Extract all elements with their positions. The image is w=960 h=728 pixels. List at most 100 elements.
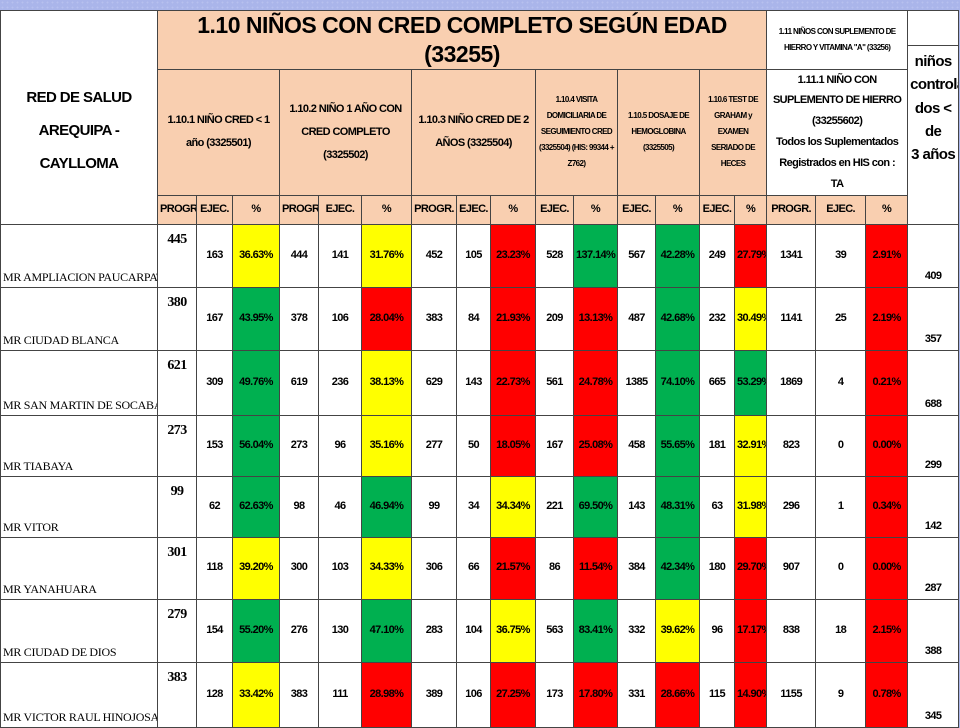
last-header-line: dos < de <box>914 99 952 140</box>
percent-cell: 24.78% <box>573 349 618 416</box>
percent-cell: 0.34% <box>865 475 909 538</box>
column-header: PROGR. <box>157 194 197 225</box>
value-cell: 380 <box>157 286 197 351</box>
column-header: % <box>573 194 618 225</box>
percent-cell: 0.00% <box>865 414 909 477</box>
percent-cell: 48.31% <box>655 475 700 538</box>
value-cell: 1385 <box>617 349 656 416</box>
value-cell: 105 <box>456 223 491 288</box>
value-cell: 34 <box>456 475 491 538</box>
last-header-line: controla <box>910 76 958 94</box>
percent-cell: 42.34% <box>655 536 700 600</box>
value-cell: 383 <box>157 661 197 728</box>
value-cell: 142 <box>907 475 960 538</box>
column-header: EJEC. <box>456 194 491 225</box>
group-header: 1.10.3 NIÑO CRED DE 2 AÑOS (3325504) <box>411 68 536 196</box>
percent-cell: 39.62% <box>655 598 700 663</box>
value-cell: 130 <box>318 598 362 663</box>
value-cell: 1 <box>815 475 867 538</box>
value-cell: 181 <box>699 414 735 477</box>
value-cell: 306 <box>411 536 457 600</box>
value-cell: 96 <box>699 598 735 663</box>
value-cell: 99 <box>411 475 457 538</box>
value-cell: 383 <box>411 286 457 351</box>
value-cell: 277 <box>411 414 457 477</box>
value-cell: 331 <box>617 661 656 728</box>
percent-cell: 47.10% <box>361 598 412 663</box>
percent-cell: 39.20% <box>232 536 280 600</box>
percent-cell: 55.65% <box>655 414 700 477</box>
column-header: % <box>733 194 768 225</box>
table-row: MR TIABAYA 273 153 56.04% 273 96 35.16% 277 50 18… <box>0 414 960 477</box>
value-cell: 154 <box>196 598 233 663</box>
value-cell: 279 <box>157 598 197 663</box>
value-cell: 561 <box>535 349 574 416</box>
percent-cell: 137.14% <box>573 223 618 288</box>
value-cell: 528 <box>535 223 574 288</box>
percent-cell: 21.93% <box>490 286 536 351</box>
value-cell: 445 <box>157 223 197 288</box>
percent-cell: 69.50% <box>573 475 618 538</box>
value-cell: 50 <box>456 414 491 477</box>
value-cell: 621 <box>157 349 197 416</box>
value-cell: 143 <box>456 349 491 416</box>
group-1111: 1.11.1 NIÑO CON SUPLEMENTO DE HIERRO (33… <box>766 68 909 196</box>
value-cell: 1141 <box>766 286 817 351</box>
value-cell: 99 <box>157 475 197 538</box>
percent-cell: 43.95% <box>232 286 280 351</box>
value-cell: 232 <box>699 286 735 351</box>
value-cell: 96 <box>318 414 362 477</box>
value-cell: 838 <box>766 598 817 663</box>
value-cell: 4 <box>815 349 867 416</box>
value-cell: 384 <box>617 536 656 600</box>
value-cell: 388 <box>907 598 960 663</box>
percent-cell: 53.29% <box>733 349 768 416</box>
value-cell: 221 <box>535 475 574 538</box>
percent-cell: 25.08% <box>573 414 618 477</box>
table-row: MR YANAHUARA 301 118 39.20% 300 103 34.33% 306 6… <box>0 536 960 600</box>
value-cell: 98 <box>279 475 319 538</box>
value-cell: 563 <box>535 598 574 663</box>
row-name: MR YANAHUARA <box>0 536 158 600</box>
value-cell: 487 <box>617 286 656 351</box>
column-header: EJEC. <box>699 194 735 225</box>
percent-cell: 21.57% <box>490 536 536 600</box>
row-name: MR SAN MARTIN DE SOCABAYA <box>0 349 158 416</box>
value-cell: 163 <box>196 223 233 288</box>
percent-cell: 11.54% <box>573 536 618 600</box>
value-cell: 46 <box>318 475 362 538</box>
group-header: 1.10.1 NIÑO CRED < 1 año (3325501) <box>157 68 280 196</box>
value-cell: 153 <box>196 414 233 477</box>
value-cell: 18 <box>815 598 867 663</box>
percent-cell: 62.63% <box>232 475 280 538</box>
column-header: EJEC. <box>318 194 362 225</box>
title: 1.10 NIÑOS CON CRED COMPLETO SEGÚN EDAD … <box>156 10 768 70</box>
percent-cell: 0.21% <box>865 349 909 416</box>
value-cell: 115 <box>699 661 735 728</box>
percent-cell: 0.78% <box>865 661 909 728</box>
percent-cell: 38.13% <box>361 349 412 416</box>
value-cell: 273 <box>157 414 197 477</box>
value-cell: 283 <box>411 598 457 663</box>
value-cell: 296 <box>766 475 817 538</box>
value-cell: 106 <box>318 286 362 351</box>
group-header: 1.10.6 TEST DE GRAHAM y EXAMEN SERIADO D… <box>698 68 768 196</box>
value-cell: 276 <box>279 598 319 663</box>
value-cell: 389 <box>411 661 457 728</box>
value-cell: 452 <box>411 223 457 288</box>
column-header: PROGR. <box>411 194 457 225</box>
row-name: MR CIUDAD DE DIOS <box>0 598 158 663</box>
column-header: PROGR. <box>279 194 319 225</box>
column-header: EJEC. <box>196 194 233 225</box>
value-cell: 25 <box>815 286 867 351</box>
table-row: MR CIUDAD DE DIOS 279 154 55.20% 276 130 47.10… <box>0 598 960 663</box>
percent-cell: 46.94% <box>361 475 412 538</box>
row-name: MR VITOR <box>0 475 158 538</box>
value-cell: 141 <box>318 223 362 288</box>
column-header: PROGR. <box>766 194 817 225</box>
last-header: niños controla dos < de 3 años <box>907 45 960 225</box>
value-cell: 111 <box>318 661 362 728</box>
value-cell: 1155 <box>766 661 817 728</box>
value-cell: 567 <box>617 223 656 288</box>
value-cell: 167 <box>535 414 574 477</box>
